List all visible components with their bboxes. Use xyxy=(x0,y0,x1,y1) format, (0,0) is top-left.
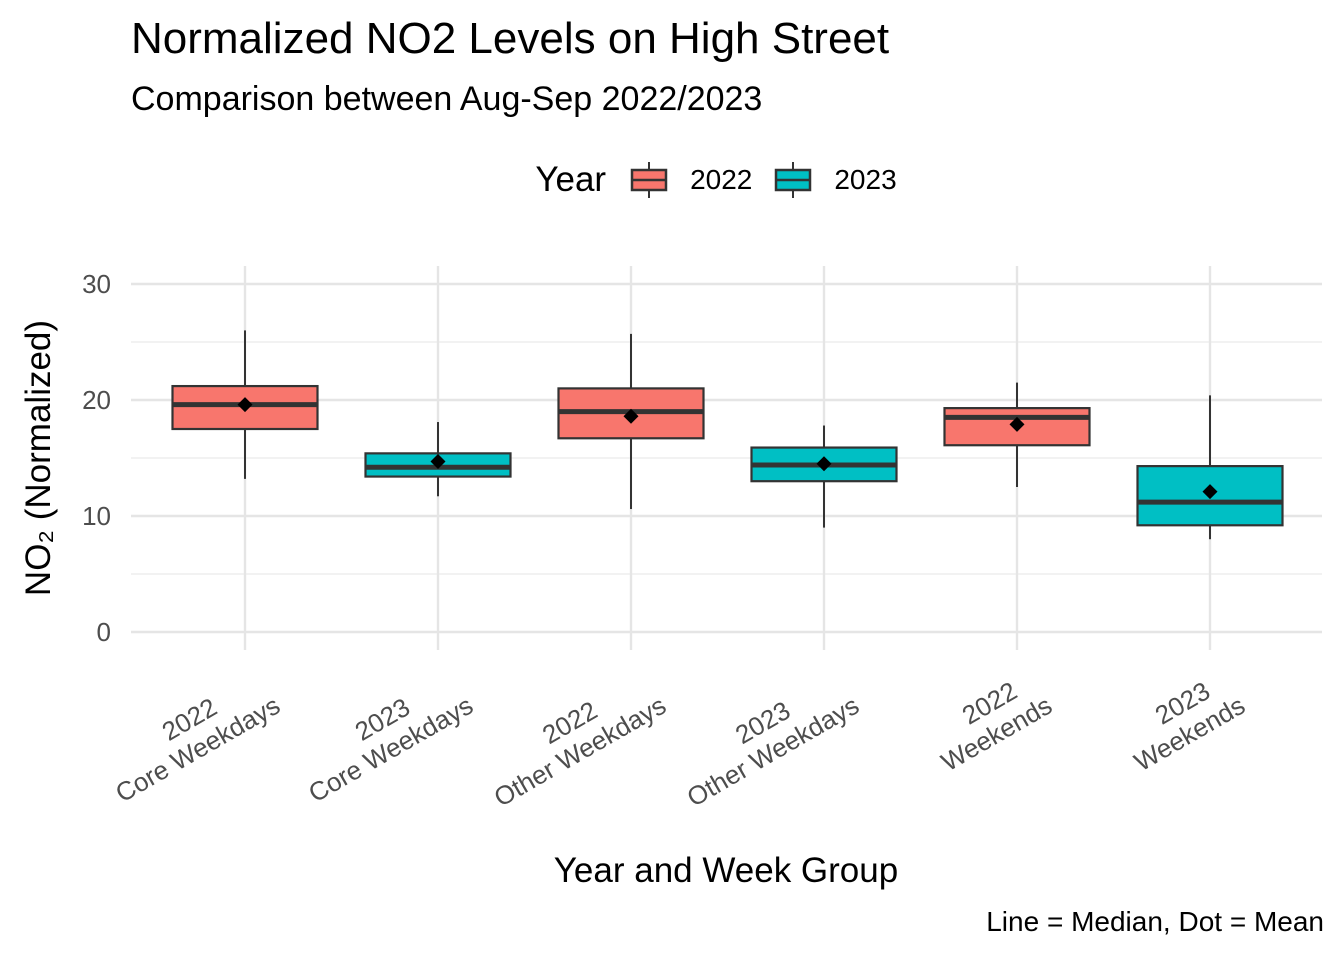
y-axis-title: NO₂ (Normalized) xyxy=(19,320,58,596)
legend-label-2023: 2023 xyxy=(834,164,897,195)
mean-marker xyxy=(430,453,446,469)
mean-marker xyxy=(816,456,832,472)
y-tick-label: 30 xyxy=(82,269,111,299)
legend-item-2023: 2023 xyxy=(774,160,897,200)
chart-subtitle: Comparison between Aug-Sep 2022/2023 xyxy=(131,80,763,118)
legend: Year 2022 2023 xyxy=(0,160,1344,200)
mean-marker xyxy=(1202,484,1218,500)
legend-label-2022: 2022 xyxy=(690,164,753,195)
chart-caption: Line = Median, Dot = Mean xyxy=(986,906,1324,937)
mean-marker xyxy=(237,397,253,413)
legend-item-2022: 2022 xyxy=(630,160,752,200)
x-tick-label: 2022Weekends xyxy=(921,664,1057,777)
x-tick-label: 2022Other Weekdays xyxy=(474,664,671,813)
legend-key-2023 xyxy=(775,162,812,198)
x-tick-label: 2023Weekends xyxy=(1114,664,1250,777)
x-tick-label: 2022Core Weekdays xyxy=(95,664,285,808)
x-tick-label: 2023Other Weekdays xyxy=(667,664,864,813)
x-tick-label: 2023Core Weekdays xyxy=(288,664,478,808)
y-tick-label: 20 xyxy=(82,385,111,415)
y-tick-label: 0 xyxy=(97,617,111,647)
y-tick-label: 10 xyxy=(82,501,111,531)
legend-key-2022 xyxy=(630,162,668,198)
chart-title: Normalized NO2 Levels on High Street xyxy=(131,14,890,63)
x-axis-title: Year and Week Group xyxy=(554,851,898,890)
mean-marker xyxy=(623,408,639,424)
legend-title: Year xyxy=(535,160,607,199)
mean-marker xyxy=(1009,416,1025,432)
